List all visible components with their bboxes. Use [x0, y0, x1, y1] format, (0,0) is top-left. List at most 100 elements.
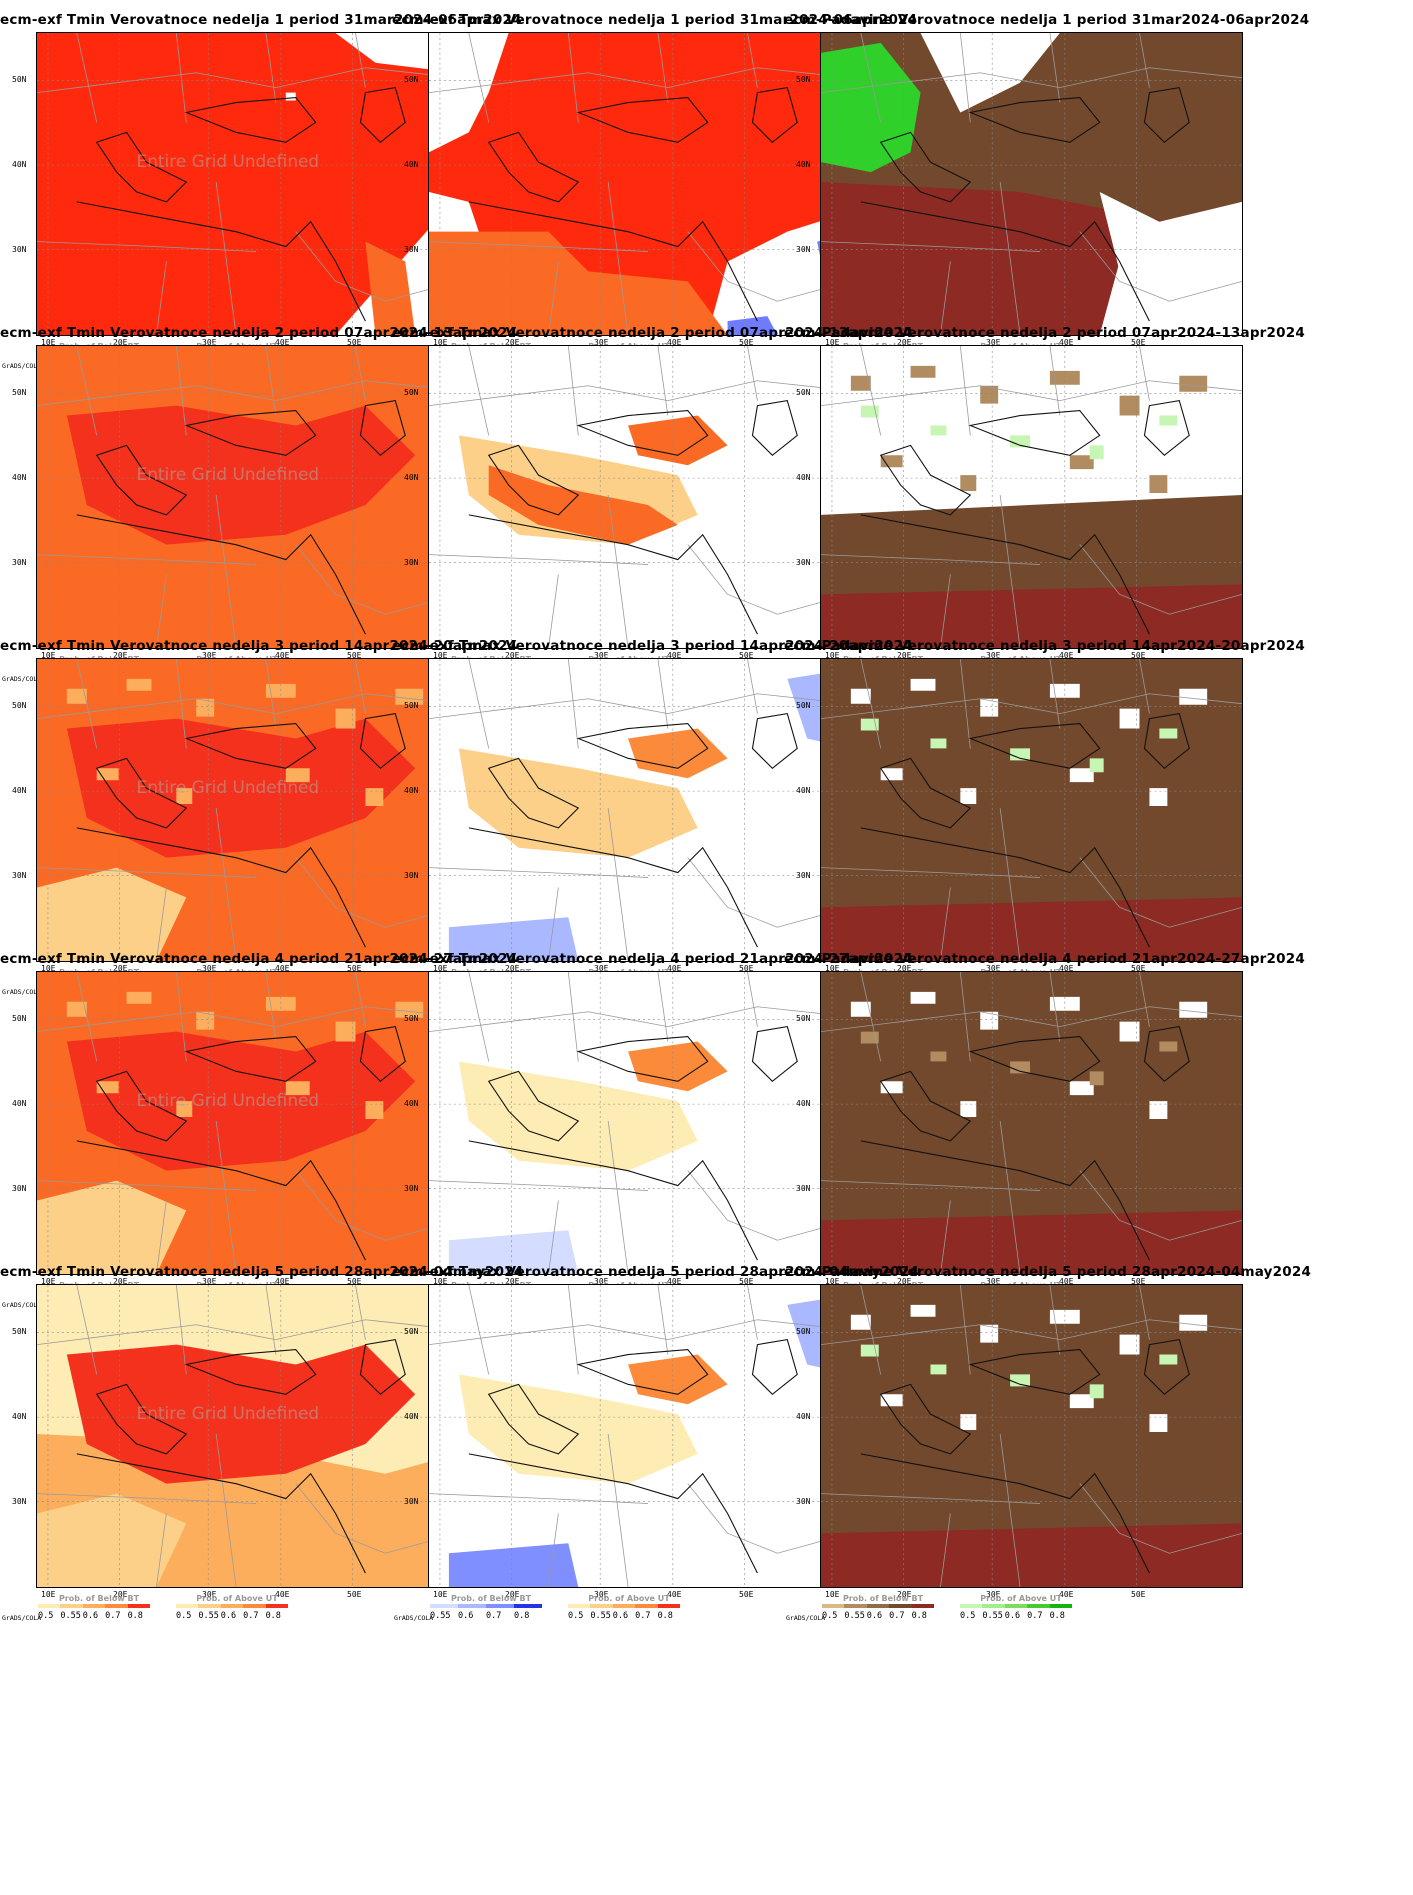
legend-tick: 0.5	[822, 1611, 838, 1621]
lat-tick-label: 30N	[404, 558, 419, 567]
lon-tick-label: 20E	[505, 338, 520, 347]
probability-region	[37, 867, 187, 961]
coastline	[860, 1026, 1190, 1261]
coastline	[76, 400, 406, 635]
lon-tick-label: 40E	[1059, 338, 1074, 347]
panel-title: ecm-Padavine Verovatnoce nedelja 5 perio…	[784, 1264, 1312, 1280]
lon-tick-label: 30E	[986, 651, 1001, 660]
lon-tick-label: 10E	[41, 1277, 56, 1286]
grads-credit: GrADS/COLA	[2, 362, 42, 370]
map-svg: Entire Grid Undefined	[37, 659, 458, 961]
country-borders	[429, 972, 850, 1274]
probability-region	[429, 231, 728, 335]
country-borders	[37, 346, 458, 648]
lon-tick-label: 10E	[41, 1590, 56, 1599]
legend-swatch	[911, 1604, 935, 1608]
lon-tick-label: 10E	[41, 964, 56, 973]
legend-title: Prob. of Below BT	[842, 1594, 924, 1603]
lon-tick-label: 20E	[897, 964, 912, 973]
lon-tick-label: 10E	[41, 338, 56, 347]
legend-swatch	[458, 1604, 486, 1608]
lon-tick-label: 40E	[1059, 1590, 1074, 1599]
country-borders	[37, 972, 458, 1274]
coastline	[76, 87, 406, 322]
panel-title: ecm-exf Tmin Verovatnoce nedelja 5 perio…	[0, 1264, 524, 1280]
lon-tick-label: 10E	[433, 964, 448, 973]
legend-swatch	[612, 1604, 636, 1608]
probability-region	[66, 405, 416, 545]
lon-tick-label: 30E	[594, 964, 609, 973]
legend-ticks: 0.55 0.6 0.7 0.8	[430, 1611, 542, 1621]
probability-region	[37, 1493, 187, 1587]
probability-region	[628, 415, 728, 466]
lon-tick-label: 10E	[433, 1277, 448, 1286]
lat-tick-label: 30N	[404, 1184, 419, 1193]
lat-tick-label: 30N	[796, 1497, 811, 1506]
legend-tick: 0.55	[590, 1611, 611, 1621]
legend-swatch	[568, 1604, 591, 1608]
lat-tick-label: 30N	[404, 245, 419, 254]
legend-tick: 0.6	[82, 1611, 99, 1621]
coastline	[468, 1026, 798, 1261]
coastline	[468, 1339, 798, 1574]
coastline	[860, 87, 1190, 322]
probability-region	[821, 1523, 1242, 1587]
probability-region	[448, 1543, 579, 1587]
lat-tick-label: 30N	[404, 1497, 419, 1506]
legend-tick: 0.7	[889, 1611, 905, 1621]
legend-swatch	[82, 1604, 106, 1608]
legend-swatch	[430, 1604, 458, 1608]
lat-tick-label: 40N	[12, 473, 27, 482]
lon-tick-label: 30E	[202, 1590, 217, 1599]
legend-swatch	[486, 1604, 514, 1608]
lon-tick-label: 30E	[202, 651, 217, 660]
lon-tick-label: 30E	[594, 651, 609, 660]
map-area: Entire Grid Undefined	[36, 658, 459, 962]
lon-tick-label: 40E	[275, 338, 290, 347]
panel-title: ecm-exf Tmax Verovatnoce nedelja 4 perio…	[392, 951, 913, 967]
map-panel-tmax-week-2: ecm-exf Tmax Verovatnoce nedelja 2 perio…	[392, 313, 913, 692]
country-borders	[37, 659, 458, 961]
legend-color-bar	[822, 1604, 935, 1608]
undefined-grid-note: Entire Grid Undefined	[137, 777, 320, 797]
map-svg	[429, 659, 850, 961]
country-borders	[37, 33, 458, 335]
legend-tick: 0.55	[844, 1611, 865, 1621]
lon-tick-label: 10E	[825, 338, 840, 347]
lon-tick-label: 50E	[739, 338, 754, 347]
legend-color-bar	[430, 1604, 542, 1608]
lat-tick-label: 40N	[404, 786, 419, 795]
coastline	[468, 713, 798, 948]
lon-tick-label: 30E	[986, 1590, 1001, 1599]
legend-swatch	[220, 1604, 244, 1608]
lon-tick-label: 10E	[825, 964, 840, 973]
legend-swatch	[822, 1604, 845, 1608]
legend-tick: 0.7	[243, 1611, 259, 1621]
country-borders	[821, 346, 1242, 648]
coastline	[76, 713, 406, 948]
map-area	[428, 1284, 851, 1588]
lat-tick-label: 40N	[12, 160, 27, 169]
lat-tick-label: 30N	[404, 871, 419, 880]
lon-tick-label: 50E	[347, 964, 362, 973]
country-borders	[821, 659, 1242, 961]
grads-credit: GrADS/COLA	[2, 988, 42, 996]
coastline	[468, 400, 798, 635]
legend-title: Prob. of Below BT	[58, 1594, 140, 1603]
panel-title: ecm-Padavine Verovatnoce nedelja 2 perio…	[784, 325, 1305, 341]
lon-tick-label: 50E	[739, 651, 754, 660]
panel-title: ecm-Padavine Verovatnoce nedelja 4 perio…	[784, 951, 1305, 967]
country-borders	[37, 1285, 458, 1587]
legend-tick: 0.8	[514, 1611, 530, 1621]
coastline	[468, 87, 798, 322]
country-borders	[821, 33, 1242, 335]
legend-swatch	[1027, 1604, 1050, 1608]
panel-title: ecm-exf Tmax Verovatnoce nedelja 3 perio…	[392, 638, 913, 654]
map-area	[428, 345, 851, 649]
legend-swatch	[105, 1604, 128, 1608]
